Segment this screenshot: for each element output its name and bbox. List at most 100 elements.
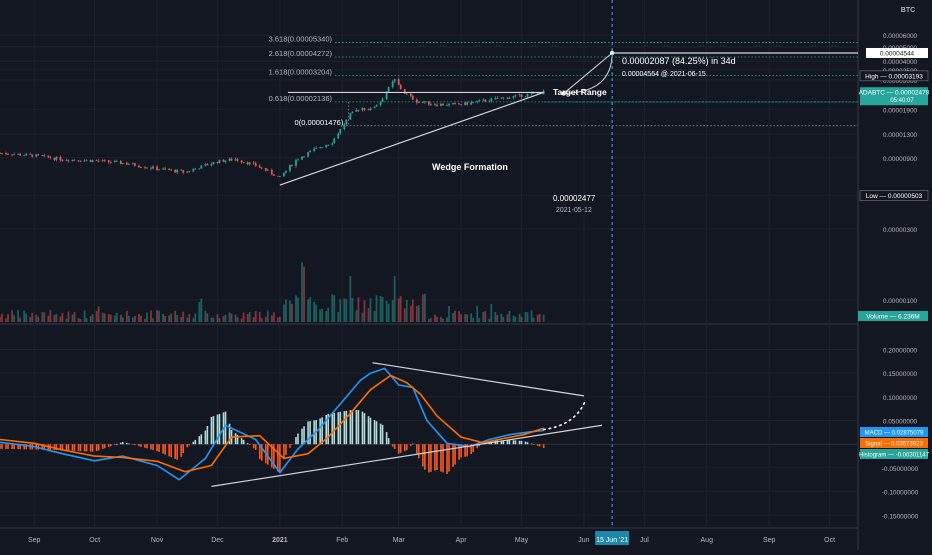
volume-bar — [127, 315, 130, 322]
volume-bar — [514, 316, 517, 322]
volume-bar — [291, 303, 293, 322]
candle-body — [168, 169, 171, 171]
price-candles — [0, 77, 545, 178]
candle-body — [345, 119, 348, 125]
volume-bar — [301, 262, 303, 322]
volume-bar — [77, 318, 80, 322]
volume-bar — [150, 310, 152, 322]
volume-bars — [0, 262, 545, 322]
candle-body — [375, 105, 378, 107]
volume-bar — [423, 293, 426, 322]
current-value-label: 0.00002477 — [553, 194, 596, 203]
current-date-label: 2021-05-12 — [556, 207, 592, 214]
volume-bar — [319, 309, 322, 322]
candle-body — [121, 162, 124, 164]
histogram-bar — [536, 444, 539, 446]
volume-bar — [351, 297, 354, 322]
volume-bar — [37, 316, 40, 322]
volume-bar — [67, 311, 70, 322]
volume-bar — [31, 312, 34, 322]
histogram-bar — [103, 444, 106, 449]
candle-body — [379, 101, 382, 106]
histogram-bar — [132, 444, 134, 445]
volume-bar — [415, 306, 418, 322]
histogram-bar — [212, 416, 215, 445]
volume-bar — [270, 315, 273, 322]
macd-axis-tick-label: -0.10000000 — [882, 490, 919, 497]
candle-body — [351, 111, 354, 114]
candle-body — [440, 103, 442, 106]
histogram-bar — [115, 444, 118, 445]
volume-bar — [466, 314, 469, 322]
histogram-bar — [53, 444, 56, 451]
candle-body — [430, 104, 432, 106]
volume-bar — [59, 316, 62, 322]
volume-bar — [101, 312, 104, 322]
volume-bar — [506, 314, 509, 322]
candle-body — [337, 133, 340, 139]
candle-body — [228, 158, 231, 161]
candle-body — [140, 167, 142, 168]
candle-body — [423, 101, 426, 103]
macd-panel — [0, 362, 858, 487]
histogram-bar — [158, 444, 160, 452]
candle-body — [387, 86, 390, 92]
volume-bar — [448, 305, 450, 322]
histogram-bar — [162, 444, 164, 454]
candle-body — [55, 156, 58, 160]
histogram-bar — [128, 443, 130, 445]
candle-body — [421, 101, 424, 103]
macd-axis-tick-label: 0.05000000 — [883, 419, 918, 426]
volume-bar — [192, 318, 195, 322]
macd-axis-tick-label: -0.05000000 — [882, 466, 919, 473]
x-axis-tick-label: Feb — [336, 537, 348, 544]
volume-bar — [180, 316, 183, 322]
candle-body — [476, 101, 479, 103]
histogram-bar — [228, 423, 231, 445]
histogram-bar — [524, 441, 527, 445]
candle-body — [391, 81, 394, 87]
candle-body — [327, 144, 330, 146]
candle-body — [192, 169, 195, 172]
candle-body — [530, 93, 533, 95]
histogram-bar — [518, 440, 521, 445]
volume-bar — [91, 314, 94, 322]
candle-body — [176, 169, 179, 173]
volume-bar — [494, 312, 497, 322]
volume-bar — [216, 314, 219, 322]
histogram-bar — [273, 444, 275, 469]
candle-body — [119, 160, 122, 164]
candle-body — [313, 148, 316, 151]
histogram-bar — [113, 444, 116, 445]
candle-body — [19, 153, 22, 156]
histogram-bar — [174, 444, 176, 459]
histogram-bar — [97, 444, 100, 451]
histogram-bar — [381, 424, 384, 445]
histogram-bar — [120, 442, 122, 445]
candle-body — [494, 97, 497, 99]
volume-bar — [107, 314, 110, 322]
volume-bar — [55, 313, 58, 322]
price-tag-box — [866, 47, 928, 58]
histogram-bar — [140, 444, 142, 447]
histogram-bar — [303, 426, 305, 445]
price-tag-text: ADABTC — 0.00002478 — [859, 90, 930, 97]
volume-bar — [158, 310, 160, 322]
price-tag-text: Low — 0.00000503 — [866, 193, 923, 200]
volume-bar — [230, 313, 233, 322]
candle-body — [164, 168, 167, 170]
candle-body — [506, 97, 509, 99]
candle-body — [170, 169, 173, 171]
macd-legend-text: Signal — 0.03573923 — [865, 442, 923, 448]
volume-bar — [13, 315, 15, 322]
histogram-bar — [89, 444, 92, 452]
candle-body — [234, 159, 237, 161]
volume-bar — [248, 312, 251, 322]
volume-bar — [524, 312, 527, 322]
volume-bar — [89, 316, 92, 322]
histogram-bar — [442, 444, 444, 473]
histogram-bar — [194, 439, 197, 445]
volume-bar — [109, 314, 112, 322]
candle-body — [248, 162, 251, 165]
